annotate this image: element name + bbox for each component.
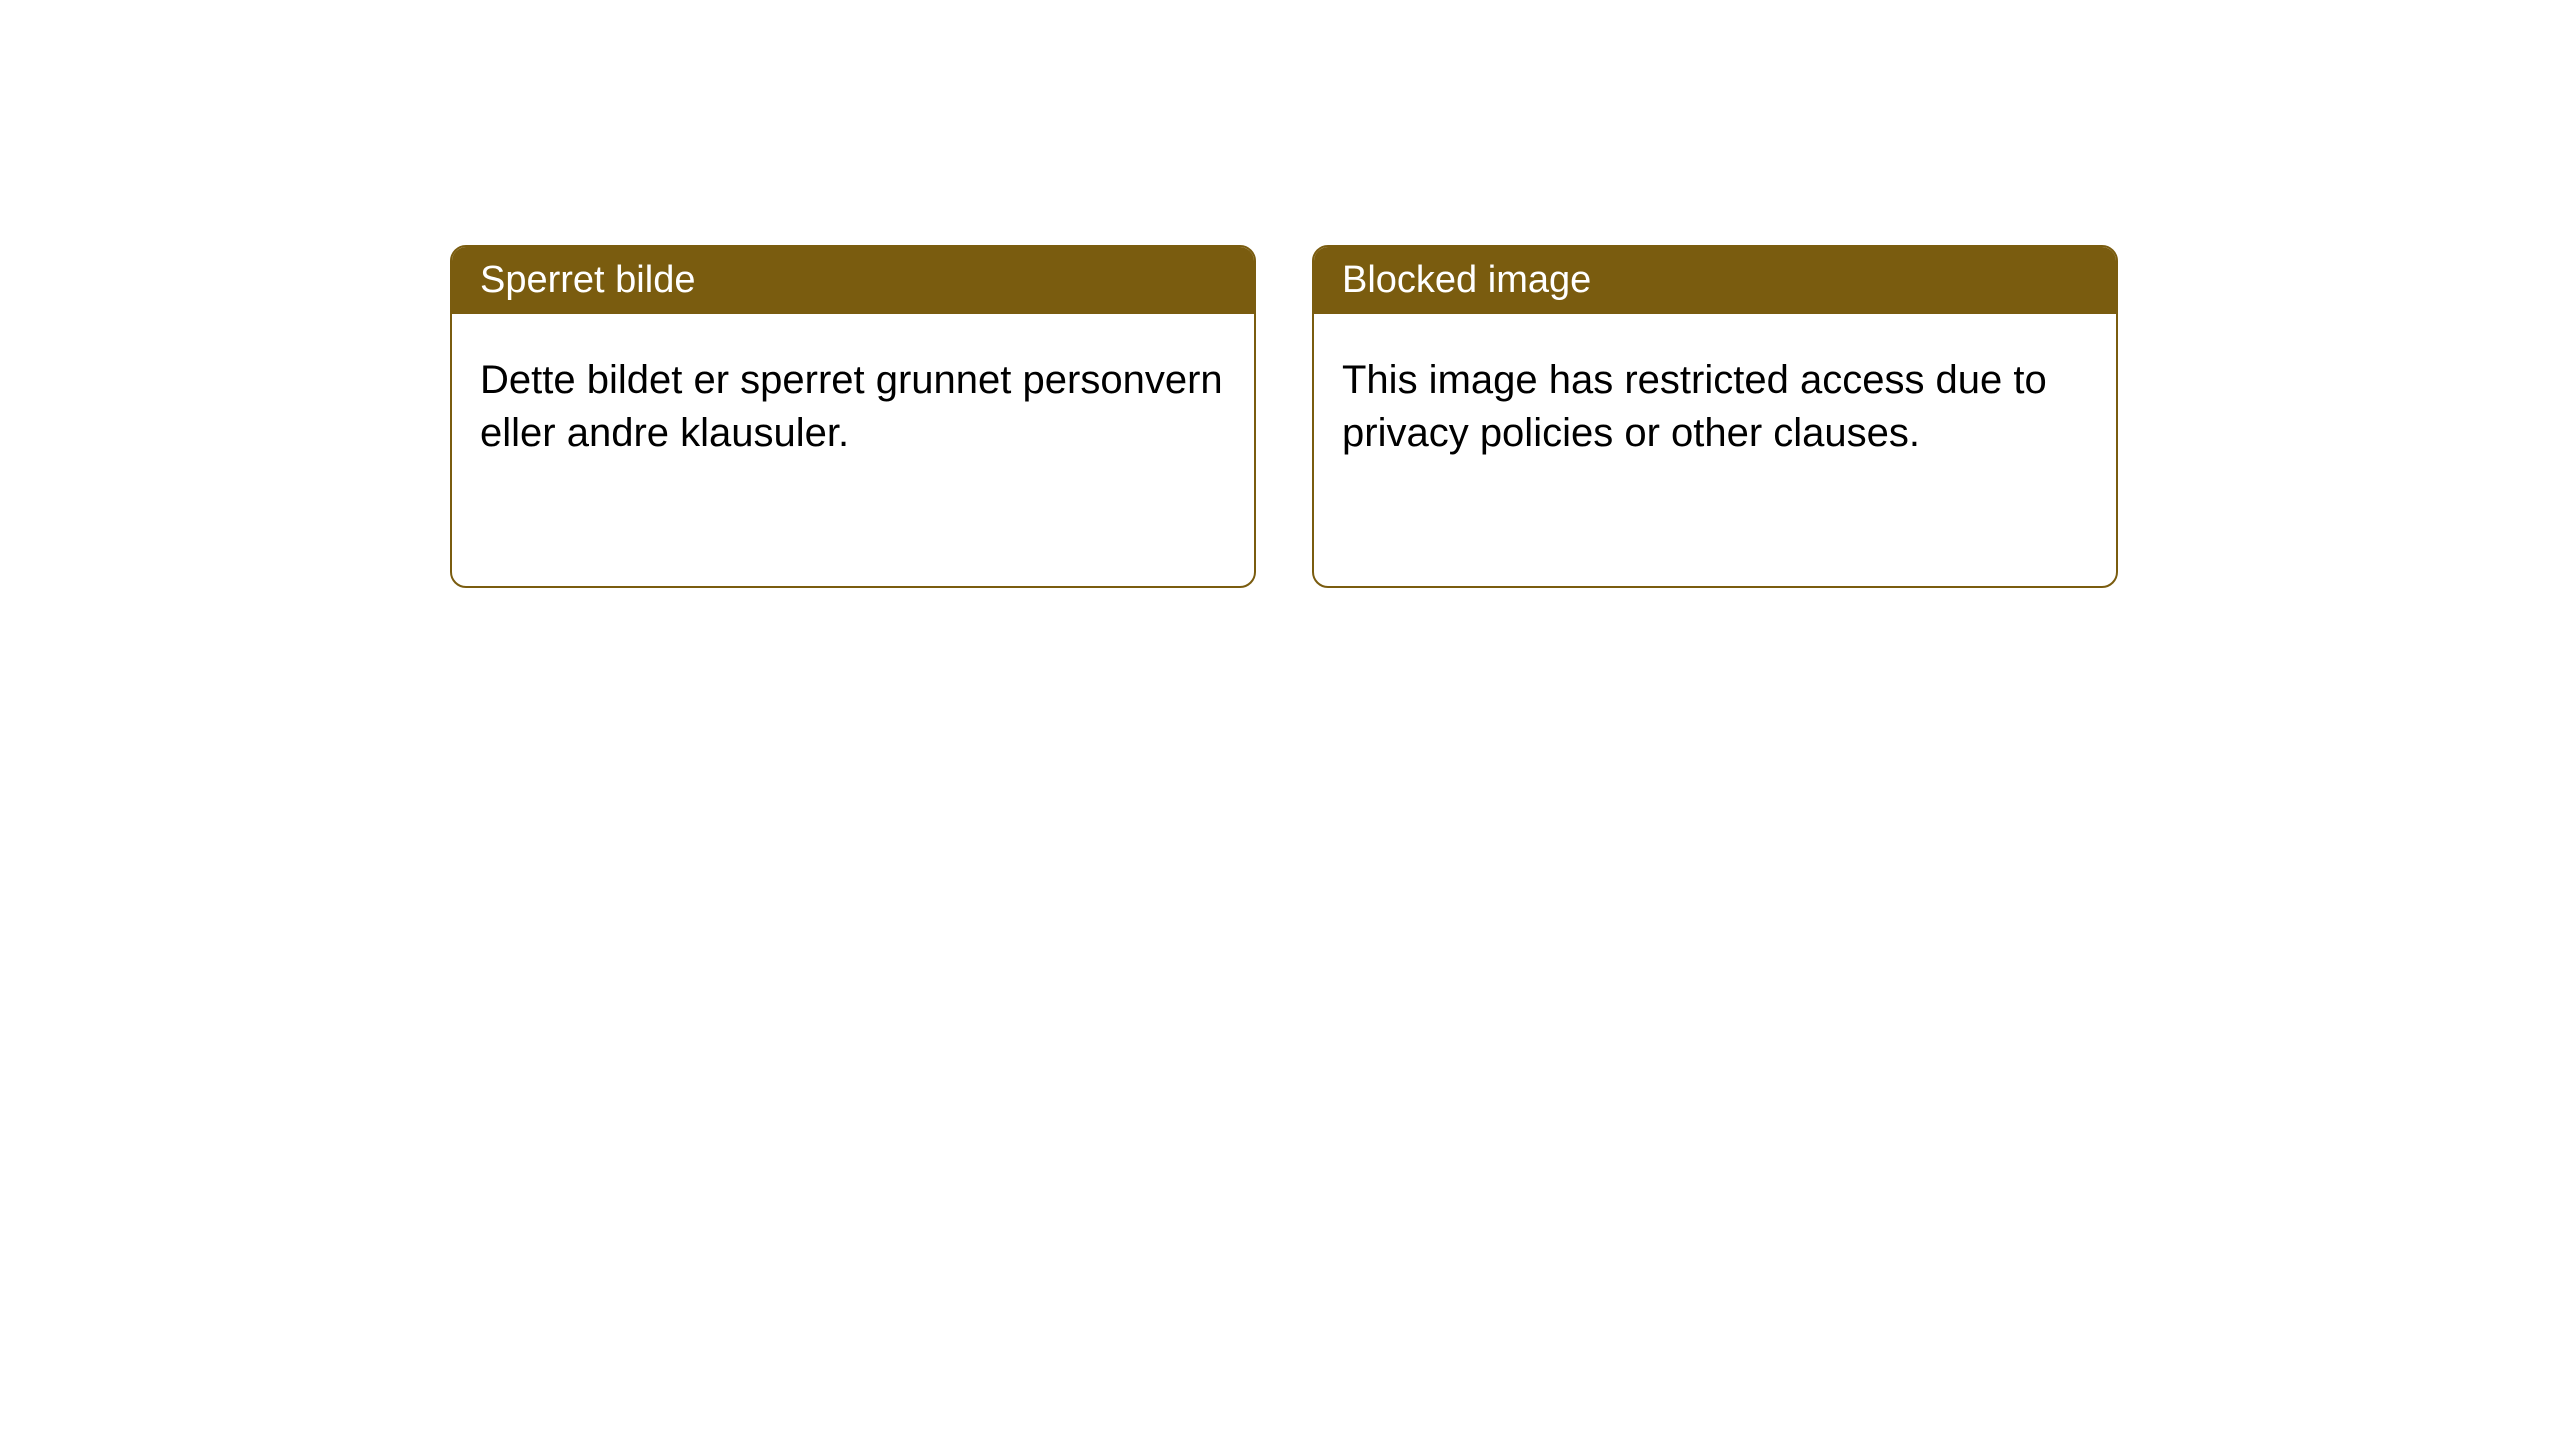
notice-container: Sperret bilde Dette bildet er sperret gr…: [450, 245, 2118, 588]
notice-card-english: Blocked image This image has restricted …: [1312, 245, 2118, 588]
notice-body-english: This image has restricted access due to …: [1314, 314, 2116, 586]
notice-message: Dette bildet er sperret grunnet personve…: [480, 358, 1223, 455]
notice-title: Blocked image: [1342, 259, 1591, 301]
notice-header-english: Blocked image: [1314, 247, 2116, 314]
notice-title: Sperret bilde: [480, 259, 695, 301]
notice-body-norwegian: Dette bildet er sperret grunnet personve…: [452, 314, 1254, 586]
notice-header-norwegian: Sperret bilde: [452, 247, 1254, 314]
notice-card-norwegian: Sperret bilde Dette bildet er sperret gr…: [450, 245, 1256, 588]
notice-message: This image has restricted access due to …: [1342, 358, 2047, 455]
